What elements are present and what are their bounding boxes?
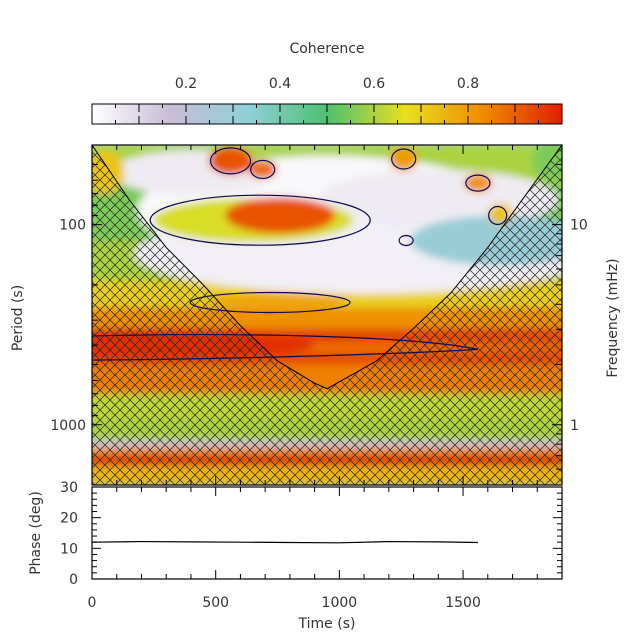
y-axis-label-phase: Phase (deg) (28, 491, 44, 575)
coherence-blob (248, 160, 277, 179)
significance-contour (488, 205, 508, 226)
significance-contour (398, 234, 414, 247)
cone-of-influence-hatch (92, 145, 562, 485)
y-axis-label-frequency: Frequency (mHz) (605, 258, 621, 377)
y-tick-label-frequency: 1 (570, 418, 579, 434)
colorbar-tick-label: 0.8 (457, 76, 479, 92)
y-tick-label-period: 100 (59, 218, 86, 234)
x-tick-label: 500 (202, 595, 229, 611)
colorbar-title: Coherence (289, 41, 364, 57)
phase-y-tick-label: 10 (60, 541, 78, 557)
coherence-blob (208, 146, 253, 175)
colorbar-tick-labels: 0.2 0.4 0.6 0.8 (175, 76, 479, 92)
phase-y-tick-label: 20 (60, 511, 78, 527)
cone-of-influence-line (92, 145, 562, 390)
coherence-blob (207, 292, 348, 309)
y-axis-label-period: Period (s) (10, 285, 26, 351)
phase-y-tick-label: 0 (69, 572, 78, 588)
colorbar-tick-label: 0.6 (363, 76, 385, 92)
colorbar-tick-label: 0.4 (269, 76, 291, 92)
significance-contour (391, 148, 417, 170)
significance-contour (465, 174, 491, 192)
x-tick-label: 1000 (322, 595, 358, 611)
phase-plot-frame (91, 486, 563, 580)
colorbar-tick-label: 0.2 (175, 76, 197, 92)
coherence-blob (225, 197, 335, 234)
coherence-blob (389, 147, 418, 172)
phase-y-tick-label: 30 (60, 480, 78, 496)
x-tick-label: 1500 (445, 595, 481, 611)
significance-contour (149, 194, 371, 246)
significance-contour (250, 159, 276, 180)
coherence-blob (463, 174, 492, 193)
colorbar-ticks (115, 104, 539, 124)
x-axis-label-time: Time (s) (298, 616, 356, 632)
phase-series-line (91, 540, 478, 544)
x-tick-label: 0 (88, 595, 97, 611)
coherence-heatmap (92, 145, 562, 485)
main-plot-frame (91, 144, 563, 486)
y-tick-label-period: 1000 (50, 418, 86, 434)
significance-contour (209, 147, 252, 175)
y-tick-label-frequency: 10 (570, 218, 588, 234)
